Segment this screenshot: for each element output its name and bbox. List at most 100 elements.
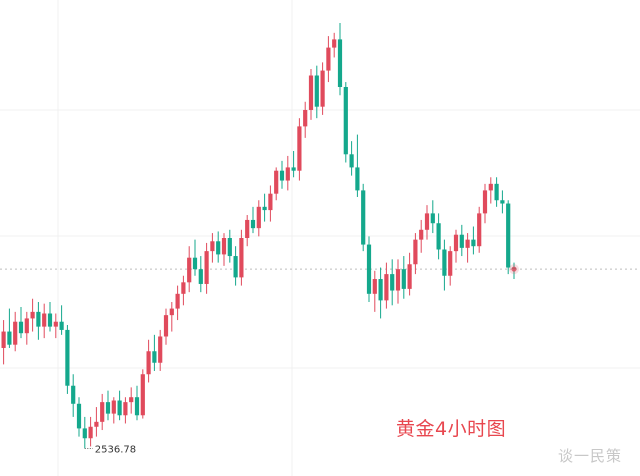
- candle: [349, 141, 354, 176]
- candle-body: [59, 321, 64, 330]
- candle: [13, 311, 18, 352]
- candle: [390, 259, 395, 306]
- candle-body: [378, 279, 383, 301]
- candle: [140, 369, 145, 419]
- candle-body: [227, 238, 232, 257]
- candle: [42, 303, 47, 339]
- candle: [59, 305, 64, 335]
- candle-body: [181, 282, 186, 294]
- candle-body: [355, 167, 360, 191]
- candle: [459, 224, 464, 257]
- candle: [482, 183, 488, 224]
- candle-body: [291, 167, 296, 171]
- candle-body: [245, 219, 250, 238]
- candle: [105, 390, 111, 421]
- candle-body: [413, 239, 418, 265]
- candle: [465, 233, 470, 263]
- candle-body: [163, 315, 169, 337]
- candle: [285, 155, 290, 191]
- candle: [71, 374, 76, 417]
- candle-body: [268, 193, 273, 211]
- candle-body: [500, 200, 505, 204]
- candle: [7, 308, 12, 348]
- candle: [488, 177, 493, 204]
- candle: [297, 118, 302, 181]
- candle: [413, 233, 418, 275]
- candle-body: [285, 167, 290, 181]
- candle: [279, 160, 285, 189]
- candle: [453, 229, 459, 263]
- candle: [204, 242, 209, 294]
- candle-body: [308, 75, 314, 110]
- candle-body: [140, 374, 145, 416]
- candle-body: [82, 428, 87, 439]
- candle-body: [36, 311, 41, 327]
- candle: [233, 246, 238, 286]
- candle: [123, 397, 128, 424]
- candle-body: [482, 190, 488, 214]
- candle: [18, 306, 24, 339]
- candle: [332, 32, 337, 58]
- candle: [100, 393, 105, 431]
- candle: [82, 416, 87, 449]
- candle: [227, 229, 232, 263]
- candle-body: [24, 318, 29, 334]
- candle: [117, 390, 122, 421]
- candle: [320, 62, 325, 115]
- chart-title: 黄金4小时图: [396, 418, 507, 440]
- candle-body: [442, 249, 447, 276]
- candle-body: [494, 183, 499, 201]
- candle-body: [274, 170, 279, 194]
- candle: [245, 215, 250, 247]
- candle: [181, 275, 186, 306]
- candle: [36, 302, 41, 340]
- candle: [94, 407, 99, 437]
- candle: [407, 252, 412, 296]
- candle-body: [65, 329, 70, 386]
- candle: [274, 167, 279, 201]
- candle-body: [459, 234, 464, 248]
- candle: [76, 397, 82, 437]
- candle: [134, 385, 140, 421]
- candle: [366, 236, 372, 303]
- candle-body: [94, 421, 99, 427]
- candle-body: [42, 313, 47, 327]
- candle-body: [424, 213, 430, 230]
- candle: [268, 185, 273, 222]
- candle-body: [343, 86, 348, 155]
- candle-body: [239, 238, 244, 278]
- candle: [442, 239, 447, 291]
- candle: [326, 36, 331, 83]
- candle-body: [279, 170, 285, 181]
- candle: [384, 262, 389, 309]
- candle-body: [320, 70, 325, 107]
- candle-body: [13, 321, 18, 345]
- candle-body: [88, 426, 93, 439]
- candle-body: [1, 331, 6, 348]
- candle: [192, 239, 198, 276]
- candle-body: [297, 126, 302, 171]
- candle-body: [349, 154, 354, 168]
- candle-body: [210, 241, 215, 252]
- candle-body: [134, 397, 140, 416]
- candle: [187, 246, 192, 293]
- candle-body: [453, 234, 459, 252]
- candle: [395, 259, 401, 304]
- candle-body: [384, 274, 389, 301]
- candle: [198, 256, 203, 293]
- candle-body: [158, 336, 163, 363]
- candle-body: [117, 400, 122, 416]
- candle: [239, 229, 244, 286]
- candle-body: [419, 229, 424, 240]
- candle: [175, 285, 180, 321]
- candle-body: [216, 241, 221, 255]
- candle-body: [488, 183, 493, 191]
- candle-body: [198, 269, 203, 284]
- candle-body: [30, 311, 35, 319]
- candle-body: [407, 264, 412, 289]
- candle-body: [366, 244, 372, 294]
- candle-body: [477, 213, 482, 247]
